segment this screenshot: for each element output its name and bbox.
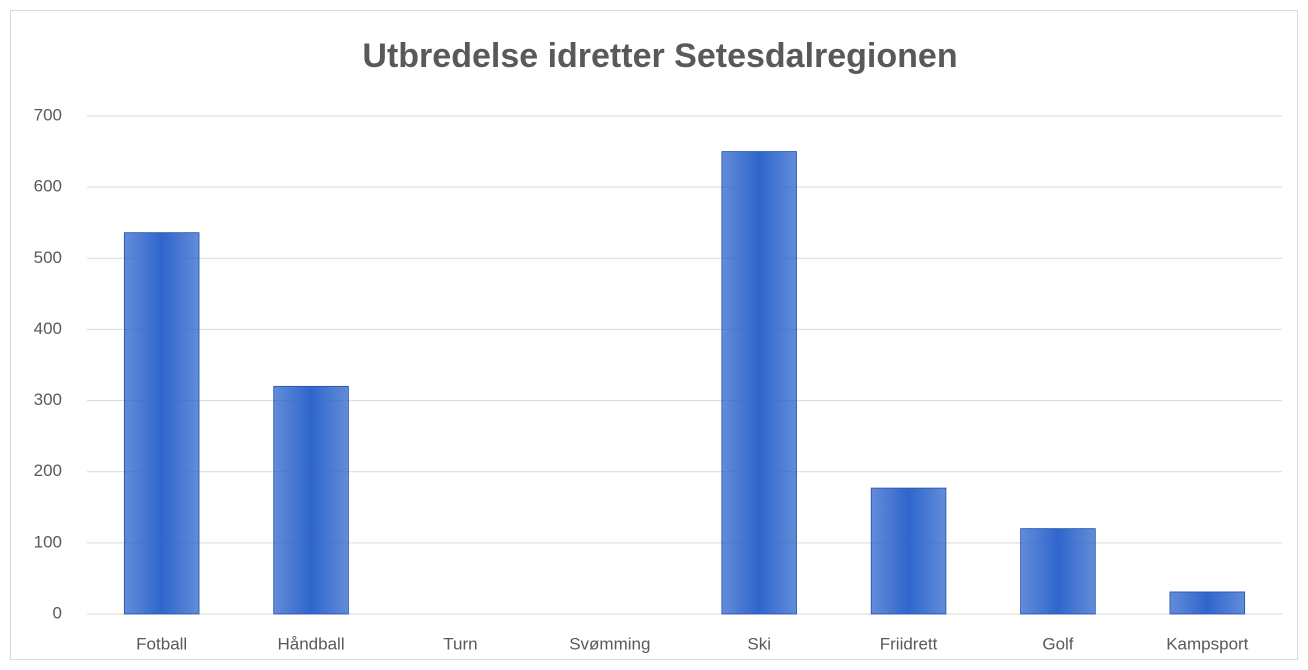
x-tick-label: Fotball — [136, 634, 187, 653]
y-tick-label: 600 — [34, 177, 62, 196]
y-tick-label: 0 — [53, 603, 62, 622]
bar — [1020, 528, 1096, 615]
x-tick-label: Turn — [443, 634, 477, 653]
y-tick-label: 400 — [34, 319, 62, 338]
bar — [870, 487, 947, 615]
y-tick-label: 300 — [34, 390, 62, 409]
bar — [1169, 591, 1246, 615]
x-tick-label: Svømming — [569, 634, 650, 653]
chart-border — [10, 10, 1298, 660]
x-tick-label: Golf — [1042, 634, 1073, 653]
y-tick-label: 700 — [34, 105, 62, 124]
bar — [123, 232, 200, 615]
x-tick-label: Ski — [747, 634, 771, 653]
y-tick-label: 500 — [34, 248, 62, 267]
x-tick-label: Kampsport — [1166, 634, 1248, 653]
x-tick-label: Håndball — [278, 634, 345, 653]
bar — [721, 151, 797, 615]
y-tick-label: 200 — [34, 461, 62, 480]
chart-title: Utbredelse idretter Setesdalregionen — [362, 37, 957, 75]
x-tick-label: Friidrett — [880, 634, 938, 653]
bar — [273, 385, 349, 615]
y-tick-label: 100 — [34, 532, 62, 551]
